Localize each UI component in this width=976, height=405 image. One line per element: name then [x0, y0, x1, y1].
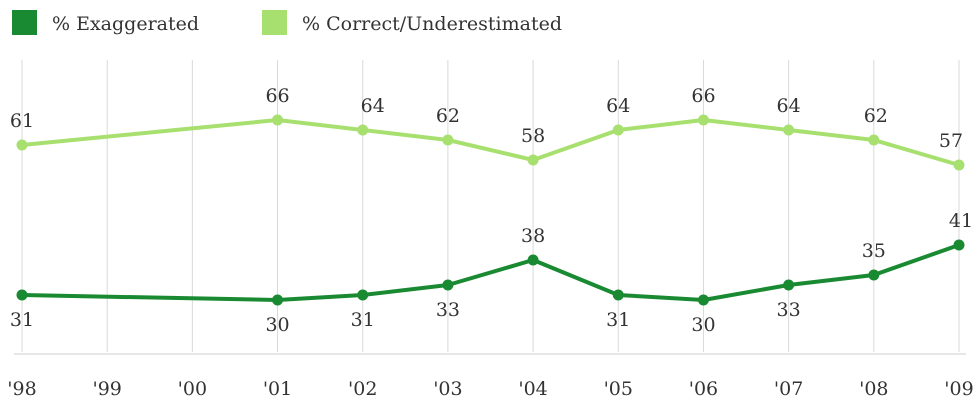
legend-item-correct-underestimated: % Correct/Underestimated	[262, 10, 562, 35]
series-line-exaggerated	[20, 243, 961, 302]
data-label-exaggerated: 41	[949, 210, 973, 232]
data-point-exaggerated	[16, 289, 28, 301]
x-axis-tick-labels: '98 '99 '00 '01 '02 '03 '04 '05 '06 '07 '08 '09	[7, 378, 973, 400]
data-label-exaggerated: 31	[606, 309, 630, 331]
data-point-exaggerated	[783, 279, 795, 291]
data-label-correct-underestimated: 64	[777, 95, 801, 117]
data-point-exaggerated	[612, 289, 624, 301]
x-tick-label: '07	[774, 378, 803, 400]
x-tick-label: '03	[433, 378, 462, 400]
data-point-correct-underestimated	[16, 139, 28, 151]
data-markers	[16, 114, 965, 306]
data-label-correct-underestimated: 64	[606, 95, 630, 117]
x-tick-label: '02	[348, 378, 377, 400]
series-lines	[20, 118, 961, 302]
data-label-correct-underestimated: 61	[10, 110, 34, 132]
data-label-correct-underestimated: 58	[521, 125, 545, 147]
x-tick-label: '01	[263, 378, 292, 400]
data-point-exaggerated	[442, 279, 454, 291]
data-point-correct-underestimated	[697, 114, 709, 126]
data-label-exaggerated: 35	[862, 240, 886, 262]
data-point-correct-underestimated	[612, 124, 624, 136]
data-labels: 31 30 31 33 38 31 30 33 35 41 61 66 64 62 58 64 66 64 62 57	[10, 85, 973, 336]
data-label-exaggerated: 31	[10, 309, 34, 331]
data-point-exaggerated	[272, 294, 284, 306]
series-line-correct-underestimated	[20, 118, 961, 167]
x-tick-label: '98	[7, 378, 36, 400]
legend-swatch-exaggerated	[12, 10, 37, 35]
data-point-exaggerated	[357, 289, 369, 301]
x-tick-label: '00	[178, 378, 207, 400]
data-label-exaggerated: 30	[265, 314, 289, 336]
data-label-correct-underestimated: 64	[361, 95, 385, 117]
legend: % Exaggerated % Correct/Underestimated	[12, 10, 562, 35]
x-tick-label: '04	[518, 378, 547, 400]
x-tick-label: '06	[689, 378, 718, 400]
data-label-correct-underestimated: 66	[691, 85, 715, 107]
data-point-correct-underestimated	[527, 154, 539, 166]
legend-item-exaggerated: % Exaggerated	[12, 10, 199, 35]
data-label-exaggerated: 30	[691, 314, 715, 336]
data-label-exaggerated: 38	[521, 225, 545, 247]
data-label-exaggerated: 33	[436, 299, 460, 321]
data-label-exaggerated: 31	[351, 309, 375, 331]
data-label-correct-underestimated: 62	[436, 105, 460, 127]
data-label-correct-underestimated: 66	[265, 85, 289, 107]
x-tick-label: '05	[604, 378, 633, 400]
legend-label-correct-underestimated: % Correct/Underestimated	[302, 13, 562, 35]
data-point-exaggerated	[953, 239, 965, 251]
data-point-correct-underestimated	[357, 124, 369, 136]
x-tick-label: '08	[859, 378, 888, 400]
data-label-exaggerated: 33	[777, 299, 801, 321]
data-point-correct-underestimated	[272, 114, 284, 126]
x-tick-label: '99	[92, 378, 121, 400]
data-point-correct-underestimated	[783, 124, 795, 136]
vertical-gridlines	[21, 60, 960, 352]
data-point-exaggerated	[868, 269, 880, 281]
data-point-exaggerated	[697, 294, 709, 306]
data-label-correct-underestimated: 62	[864, 105, 888, 127]
data-point-exaggerated	[527, 254, 539, 266]
data-label-correct-underestimated: 57	[939, 130, 963, 152]
data-point-correct-underestimated	[953, 159, 965, 171]
legend-swatch-correct-underestimated	[262, 10, 287, 35]
x-tick-label: '09	[944, 378, 973, 400]
data-point-correct-underestimated	[868, 134, 880, 146]
legend-label-exaggerated: % Exaggerated	[52, 13, 199, 35]
data-point-correct-underestimated	[442, 134, 454, 146]
